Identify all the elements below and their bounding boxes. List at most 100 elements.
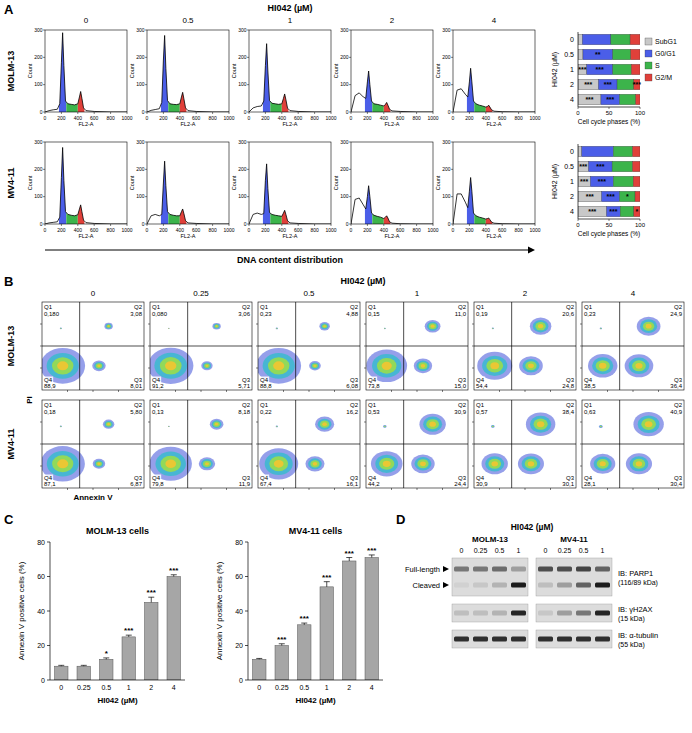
dose-label: 2 xyxy=(523,289,528,298)
bar-segment xyxy=(631,64,640,75)
plot-frame xyxy=(147,142,229,224)
quadrant-value: 40,9 xyxy=(670,409,682,415)
population-density xyxy=(366,349,407,382)
y-axis-title: Annexin V positive cells (%) xyxy=(17,561,26,660)
quadrant-value: 0,13 xyxy=(152,409,164,415)
y-tick xyxy=(451,142,453,143)
gate-line xyxy=(582,346,684,347)
blot-band xyxy=(557,583,572,588)
population-density xyxy=(630,456,649,471)
plot-frame xyxy=(366,400,468,488)
bar xyxy=(253,659,267,680)
quadrant-value: 0,23 xyxy=(584,311,596,317)
label-patch xyxy=(241,402,251,408)
blot-membrane xyxy=(452,558,528,596)
quadrant-name: Q1 xyxy=(260,402,269,408)
x-tick-label: 1000 xyxy=(427,227,438,233)
population-density xyxy=(201,459,213,468)
label-patch xyxy=(584,383,597,389)
label-patch xyxy=(476,475,486,481)
population-density xyxy=(205,462,209,465)
y-tick-label: 80 xyxy=(235,539,243,546)
quadrant-value: 0,23 xyxy=(260,311,272,317)
x-tick xyxy=(525,390,526,392)
error-line xyxy=(326,582,327,587)
significance: *** xyxy=(633,81,641,88)
x-tick xyxy=(118,390,119,392)
plot-frame xyxy=(42,400,144,488)
x-tick-label: 200 xyxy=(261,227,270,233)
y-tick xyxy=(245,645,248,646)
significance: *** xyxy=(598,178,606,185)
y-tick-label: 200 xyxy=(34,54,43,60)
y-tick xyxy=(43,112,45,113)
population-density xyxy=(600,327,602,329)
population-density xyxy=(383,461,391,467)
plot-frame xyxy=(45,142,127,224)
x-axis-title: FL2-A xyxy=(79,233,94,239)
significance: *** xyxy=(596,163,604,170)
label-patch xyxy=(260,377,270,383)
population-density xyxy=(47,451,79,477)
y-tick-label: 20 xyxy=(235,642,243,649)
x-tick xyxy=(67,488,68,490)
label-patch xyxy=(368,402,378,408)
y-tick xyxy=(148,422,150,423)
x-tick xyxy=(417,488,418,490)
blot-band xyxy=(492,583,507,588)
quadrant-value: 0,19 xyxy=(476,311,488,317)
x-tick-label: 50 xyxy=(606,222,613,228)
population-density xyxy=(411,454,434,473)
x-tick-label: 0 xyxy=(452,227,455,233)
x-tick xyxy=(283,390,284,392)
label-patch xyxy=(152,377,162,383)
y-axis-title: Count xyxy=(27,63,33,78)
y-tick-label: 300 xyxy=(34,139,43,145)
population-density xyxy=(215,325,219,328)
category-label: 2 xyxy=(347,684,351,691)
phase-region xyxy=(282,44,289,112)
population-density xyxy=(600,426,602,428)
plot-bg xyxy=(258,302,360,390)
error-bar xyxy=(103,658,109,659)
plot-area xyxy=(453,68,535,112)
population-density xyxy=(213,422,220,427)
y-tick xyxy=(580,444,582,445)
population-density xyxy=(528,461,535,466)
gate-line xyxy=(474,444,576,445)
x-tick xyxy=(201,488,202,490)
significance: *** xyxy=(606,96,614,103)
quadrant-value: 38,4 xyxy=(562,409,574,415)
y-tick xyxy=(256,444,258,445)
population-density xyxy=(310,460,319,467)
x-tick-label: 200 xyxy=(159,115,168,121)
y-tick xyxy=(349,30,351,31)
y-axis-title: PI xyxy=(25,396,34,404)
category-label: 2 xyxy=(149,684,153,691)
y-tick xyxy=(148,368,150,369)
dose-label: 0.25 xyxy=(193,289,209,298)
phase-region xyxy=(161,35,168,112)
x-tick-label: 1000 xyxy=(223,227,234,233)
population-density xyxy=(60,328,62,330)
x-tick-label: 800 xyxy=(106,227,115,233)
bar-segment xyxy=(589,161,613,172)
population-density xyxy=(485,456,504,471)
x-tick xyxy=(226,390,227,392)
label-patch xyxy=(238,311,251,317)
label-patch xyxy=(454,409,467,415)
y-axis-title: Count xyxy=(435,63,441,78)
population-density xyxy=(155,452,186,476)
phase-area xyxy=(59,33,66,112)
x-tick xyxy=(499,488,500,490)
y-tick xyxy=(247,142,249,143)
plot-area xyxy=(259,417,334,480)
gate-line xyxy=(474,346,576,347)
quadrant-name: Q3 xyxy=(566,475,575,481)
plot-frame xyxy=(351,30,433,112)
population-density xyxy=(311,362,319,369)
footer: DNA content distribution xyxy=(237,255,343,265)
population-density xyxy=(384,426,386,428)
x-tick xyxy=(334,390,335,392)
population-density xyxy=(525,459,538,469)
